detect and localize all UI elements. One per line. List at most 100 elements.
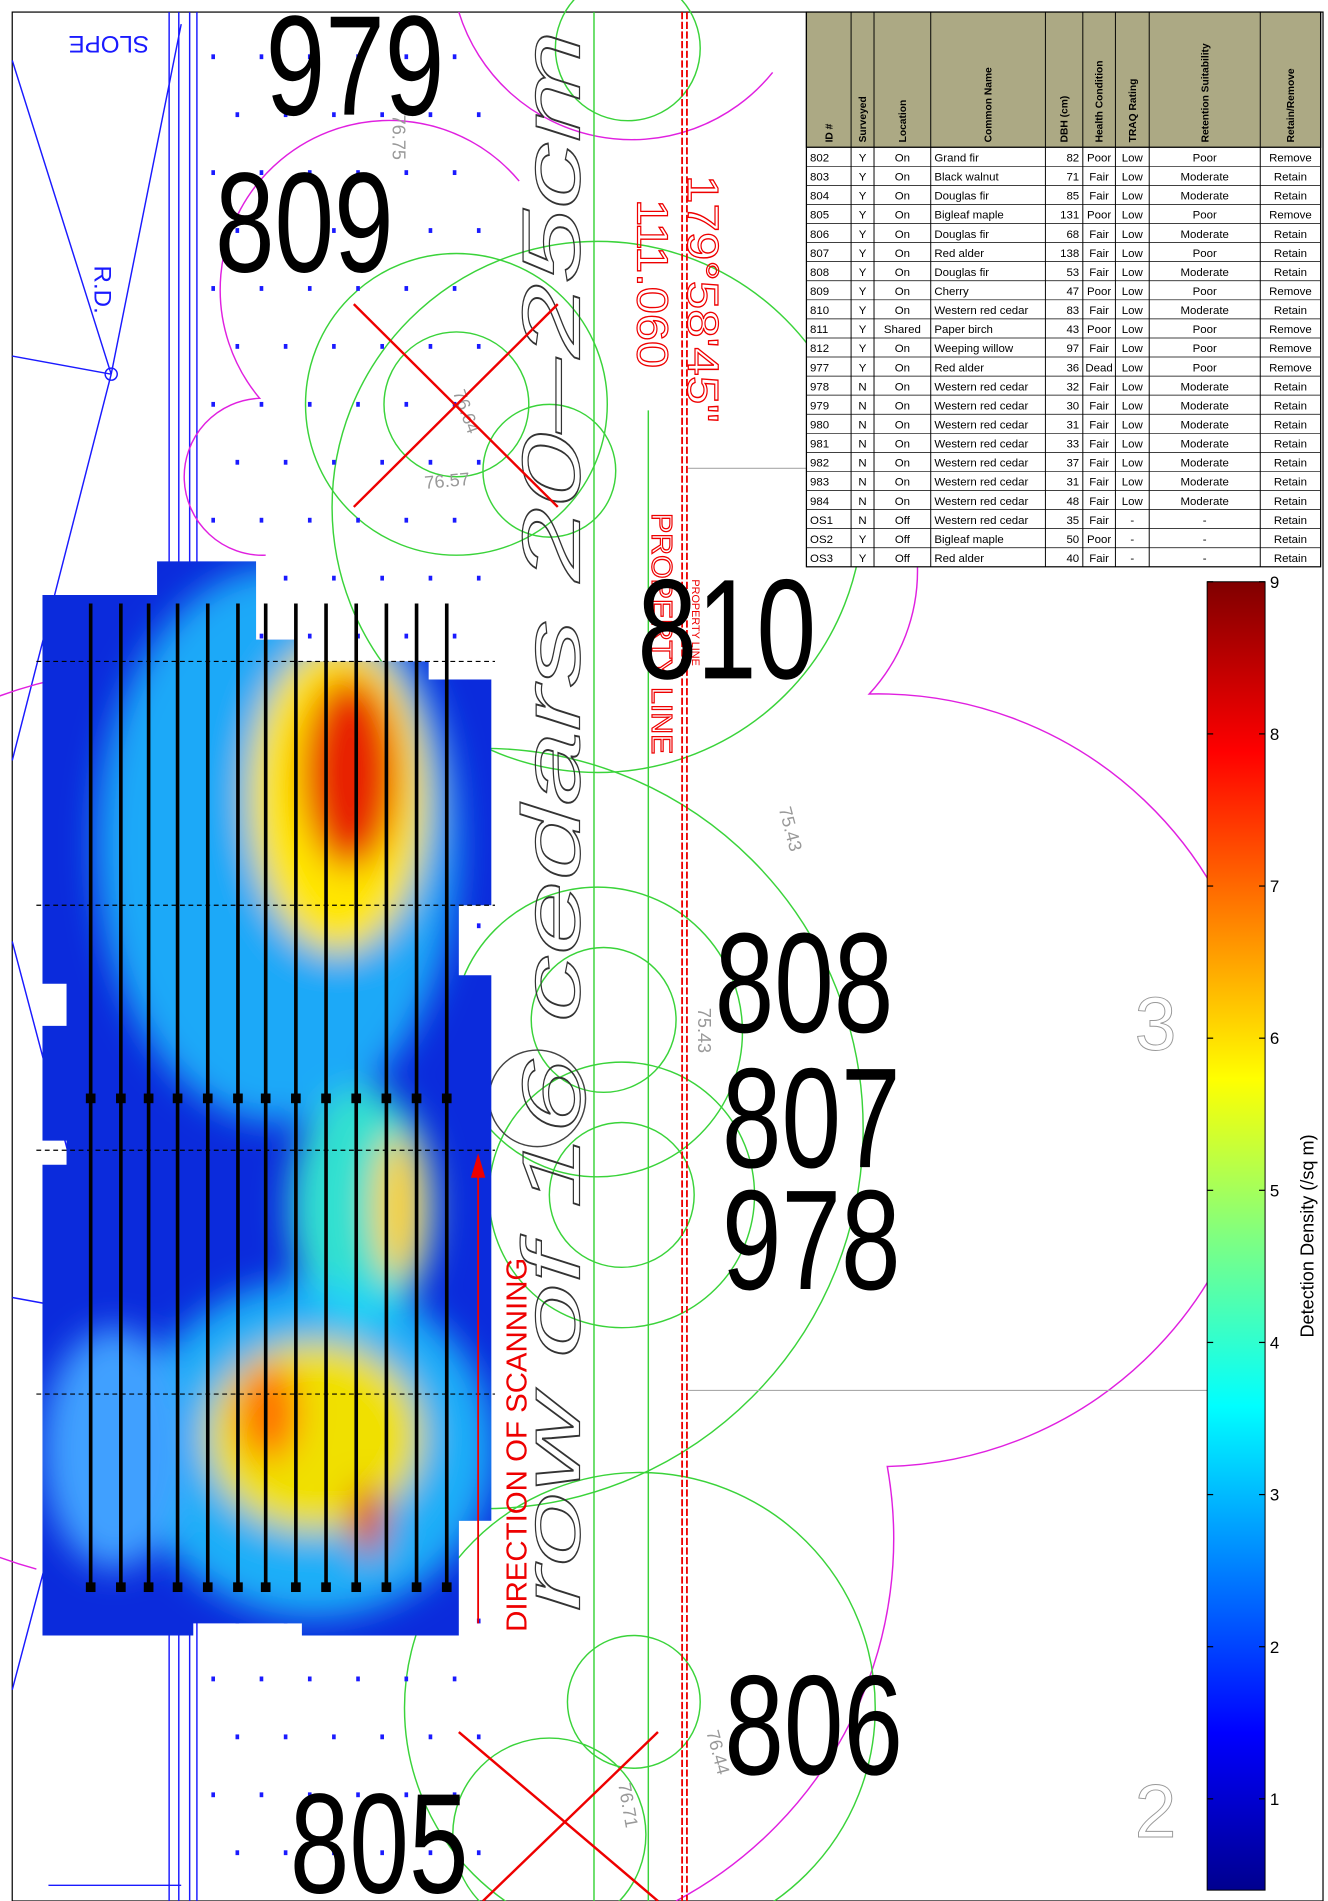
table-cell: 83	[1066, 305, 1079, 317]
scan-marker	[233, 1094, 243, 1104]
table-cell: Poor	[1193, 286, 1217, 298]
table-cell: 31	[1066, 419, 1079, 431]
table-cell: 35	[1066, 515, 1079, 527]
survey-dot	[236, 460, 240, 465]
table-cell: On	[895, 477, 910, 489]
survey-dot	[380, 344, 384, 349]
table-cell: N	[858, 400, 866, 412]
table-cell: Fair	[1089, 191, 1109, 203]
table-cell: 68	[1066, 229, 1079, 241]
scan-marker	[261, 1582, 271, 1592]
table-cell: N	[858, 477, 866, 489]
survey-dot	[453, 1677, 457, 1682]
table-cell: Remove	[1269, 324, 1312, 336]
table-cell: Fair	[1089, 381, 1109, 393]
table-cell: Moderate	[1181, 477, 1229, 489]
table-cell: 82	[1066, 152, 1079, 164]
table-cell: On	[895, 267, 910, 279]
table-cell: Western red cedar	[934, 381, 1028, 393]
table-cell: 808	[810, 267, 829, 279]
table-cell: Retain	[1274, 248, 1307, 260]
table-cell: 97	[1066, 343, 1079, 355]
survey-dot	[380, 1734, 384, 1739]
scan-marker	[203, 1094, 213, 1104]
table-cell: Retain	[1274, 534, 1307, 546]
survey-dot	[211, 1677, 215, 1682]
table-cell: Remove	[1269, 362, 1312, 374]
table-cell: -	[1203, 534, 1207, 546]
table-cell: Y	[859, 210, 867, 222]
table-cell: Moderate	[1181, 267, 1229, 279]
table-cell: Western red cedar	[934, 400, 1028, 412]
table-cell: 71	[1066, 172, 1079, 184]
table-header: DBH (cm)	[1060, 96, 1071, 143]
table-cell: Fair	[1089, 343, 1109, 355]
table-cell: Low	[1122, 362, 1144, 374]
table-cell: On	[895, 210, 910, 222]
table-cell: 43	[1066, 324, 1079, 336]
table-cell: Low	[1122, 458, 1144, 470]
table-cell: Red alder	[934, 362, 984, 374]
table-cell: Moderate	[1181, 191, 1229, 203]
table-header: Common Name	[984, 67, 995, 142]
table-cell: 803	[810, 172, 829, 184]
table-cell: Low	[1122, 172, 1144, 184]
table-cell: 32	[1066, 381, 1079, 393]
table-cell: Off	[895, 553, 911, 565]
colorbar-tick-label: 8	[1270, 725, 1279, 744]
table-cell: OS3	[810, 553, 833, 565]
table-cell: Low	[1122, 305, 1144, 317]
table-cell: Remove	[1269, 343, 1312, 355]
scan-marker	[144, 1582, 154, 1592]
scan-marker	[321, 1094, 331, 1104]
tree-label: 805	[290, 1765, 469, 1901]
table-cell: Moderate	[1181, 229, 1229, 241]
scan-marker	[412, 1582, 422, 1592]
scan-marker	[291, 1094, 301, 1104]
bearing: 179°58'45"	[678, 175, 726, 422]
table-header: Health Condition	[1095, 60, 1106, 142]
survey-dot	[332, 576, 336, 581]
table-cell: 31	[1066, 477, 1079, 489]
scan-marker	[291, 1582, 301, 1592]
scan-marker	[173, 1582, 183, 1592]
survey-dot	[477, 344, 481, 349]
survey-dot	[453, 54, 457, 59]
tree-table: ID #SurveyedLocationCommon NameDBH (cm)H…	[806, 12, 1320, 567]
table-cell: Low	[1122, 152, 1144, 164]
table-cell: Poor	[1193, 210, 1217, 222]
survey-dot	[477, 228, 481, 233]
survey-dot	[284, 1734, 288, 1739]
table-cell: On	[895, 172, 910, 184]
table-cell: Y	[859, 324, 867, 336]
scan-marker	[86, 1094, 96, 1104]
colorbar-tick-label: 9	[1270, 573, 1279, 592]
table-cell: Douglas fir	[934, 267, 989, 279]
scan-marker	[86, 1582, 96, 1592]
table-cell: Low	[1122, 267, 1144, 279]
table-cell: Fair	[1089, 248, 1109, 260]
survey-dot	[260, 634, 264, 639]
table-cell: Poor	[1087, 152, 1111, 164]
elevation: 76.57	[424, 469, 471, 493]
table-cell: N	[858, 439, 866, 451]
table-cell: On	[895, 496, 910, 508]
table-cell: 47	[1066, 286, 1079, 298]
colorbar: 123456789Detection Density (/sq m)	[1207, 573, 1317, 1890]
survey-dot	[356, 1677, 360, 1682]
table-cell: Weeping willow	[934, 343, 1013, 355]
table-cell: Fair	[1089, 267, 1109, 279]
colorbar-label: Detection Density (/sq m)	[1297, 1134, 1317, 1337]
survey-dot	[477, 1850, 481, 1855]
table-cell: Y	[859, 172, 867, 184]
survey-dot	[404, 170, 408, 175]
table-cell: On	[895, 439, 910, 451]
table-cell: Moderate	[1181, 172, 1229, 184]
table-cell: Moderate	[1181, 439, 1229, 451]
table-cell: Black walnut	[934, 172, 999, 184]
colorbar-tick-label: 3	[1270, 1486, 1279, 1505]
scan-marker	[351, 1582, 361, 1592]
survey-dot	[356, 402, 360, 407]
survey-dot	[404, 1677, 408, 1682]
survey-dot	[284, 1850, 288, 1855]
